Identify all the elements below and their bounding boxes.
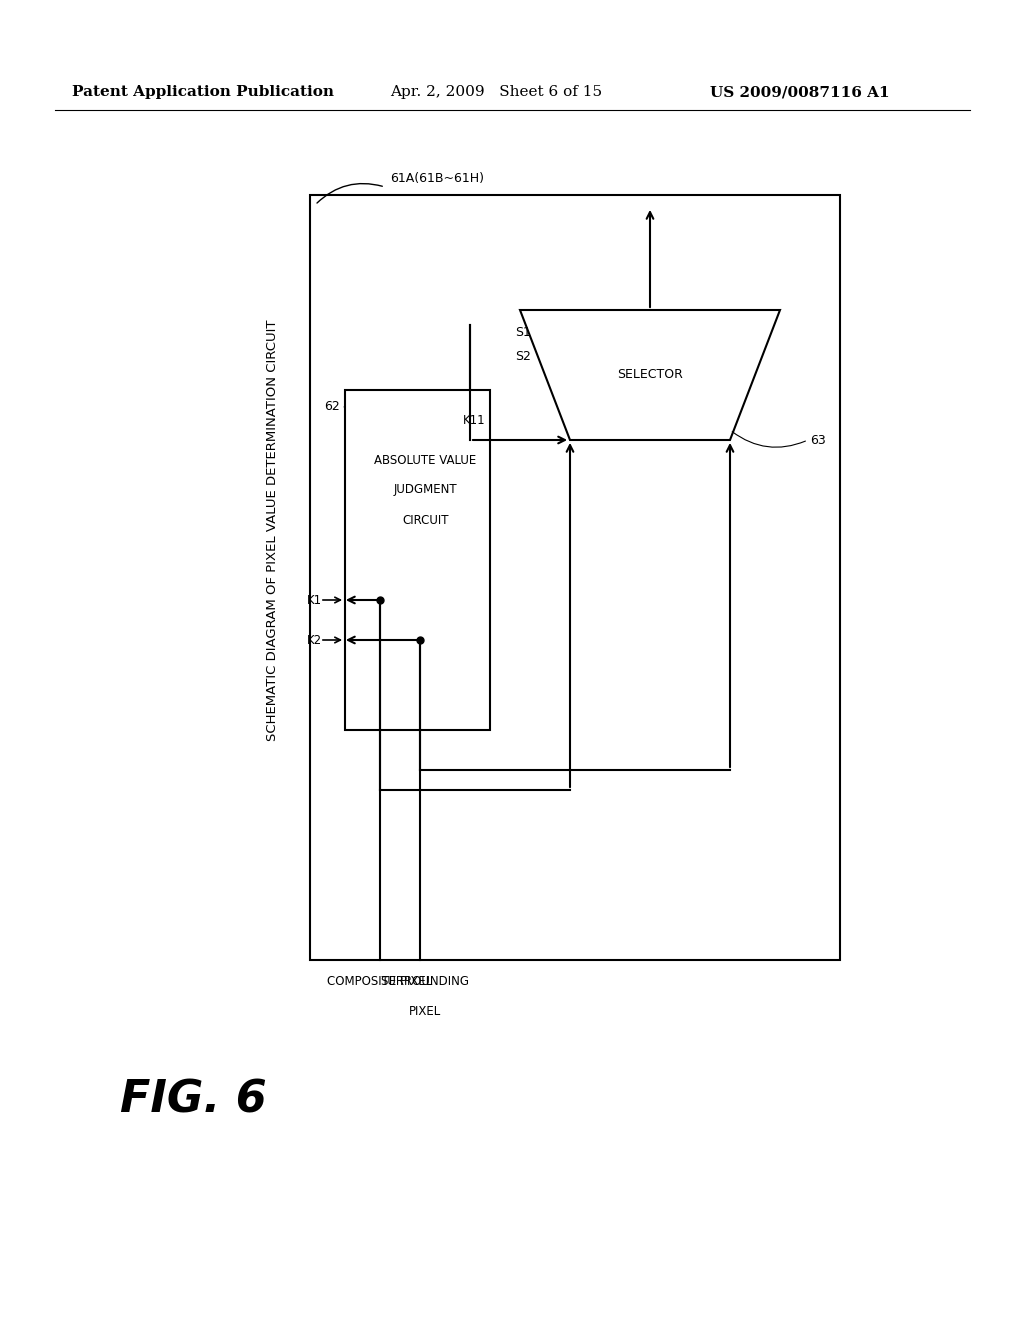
Text: COMPOSITE PIXEL: COMPOSITE PIXEL	[328, 975, 432, 987]
Text: US 2009/0087116 A1: US 2009/0087116 A1	[710, 84, 890, 99]
Text: SELECTOR: SELECTOR	[617, 368, 683, 381]
Text: K1: K1	[307, 594, 322, 606]
Text: S1: S1	[515, 326, 530, 339]
Polygon shape	[520, 310, 780, 440]
Text: Patent Application Publication: Patent Application Publication	[72, 84, 334, 99]
Text: K2: K2	[307, 634, 322, 647]
Text: 62: 62	[325, 400, 340, 413]
Text: S2: S2	[515, 350, 530, 363]
Text: FIG. 6: FIG. 6	[120, 1078, 266, 1122]
Text: SCHEMATIC DIAGRAM OF PIXEL VALUE DETERMINATION CIRCUIT: SCHEMATIC DIAGRAM OF PIXEL VALUE DETERMI…	[265, 319, 279, 741]
Text: SURROUNDING: SURROUNDING	[381, 975, 469, 987]
Text: K11: K11	[463, 413, 485, 426]
Text: ABSOLUTE VALUE: ABSOLUTE VALUE	[375, 454, 476, 466]
Text: 63: 63	[810, 433, 825, 446]
Bar	[310, 195, 840, 960]
Bar	[345, 389, 490, 730]
Text: PIXEL: PIXEL	[409, 1005, 441, 1018]
Text: 61A(61B~61H): 61A(61B~61H)	[390, 172, 484, 185]
Text: Apr. 2, 2009   Sheet 6 of 15: Apr. 2, 2009 Sheet 6 of 15	[390, 84, 602, 99]
Text: JUDGMENT: JUDGMENT	[393, 483, 458, 496]
Text: CIRCUIT: CIRCUIT	[402, 513, 449, 527]
